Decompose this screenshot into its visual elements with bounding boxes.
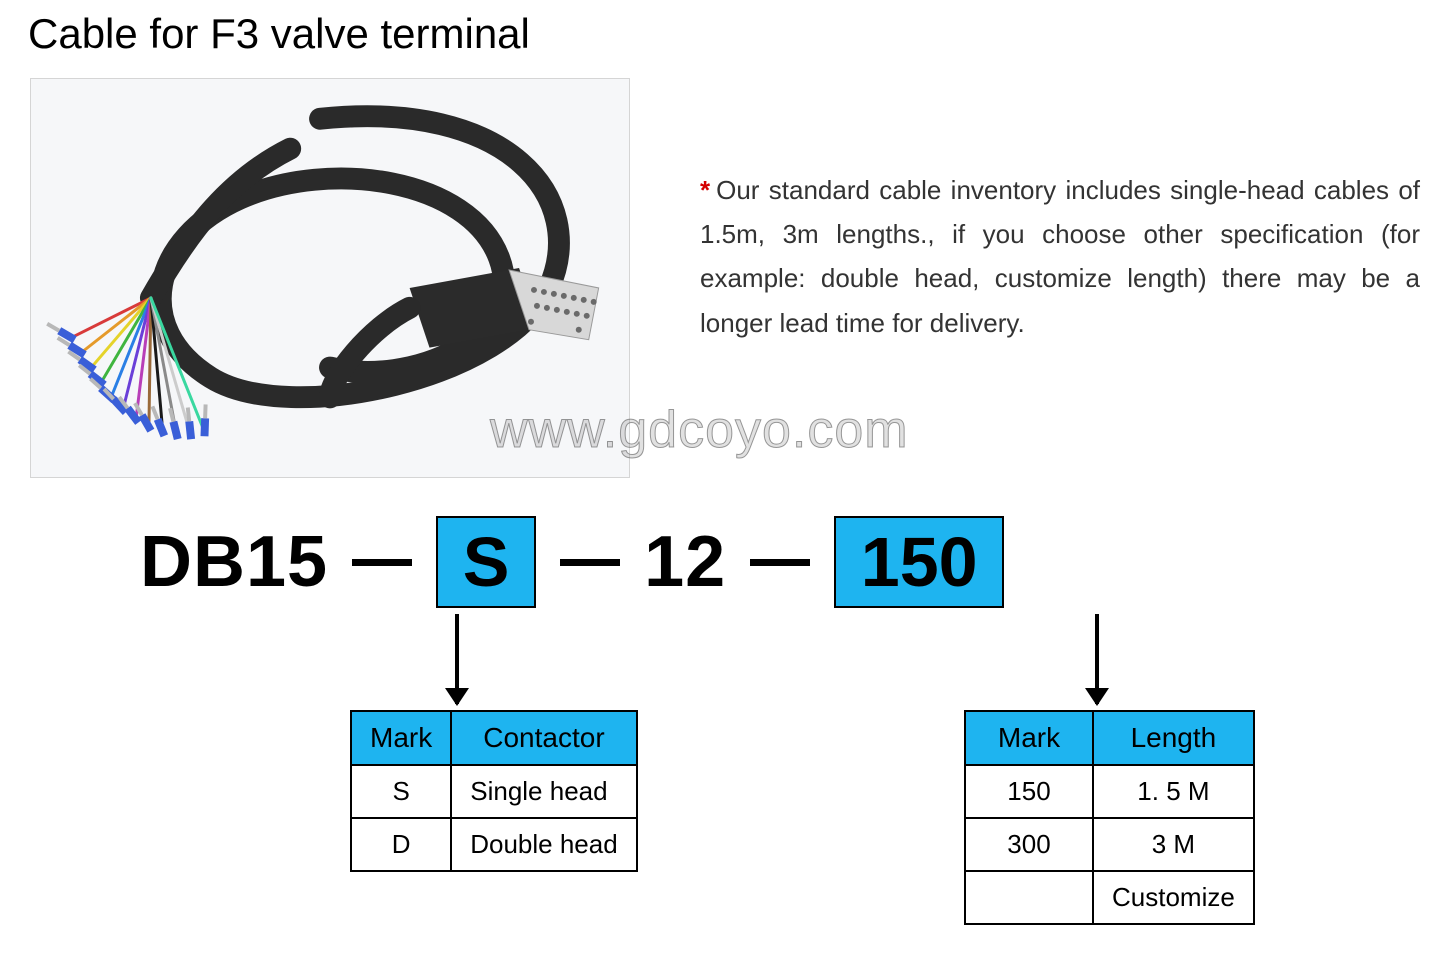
cell-length: 3 M	[1093, 818, 1254, 871]
cell-mark: 300	[965, 818, 1093, 871]
page-title: Cable for F3 valve terminal	[28, 10, 530, 58]
cell-length: 1. 5 M	[1093, 765, 1254, 818]
dash-icon	[750, 559, 810, 566]
th-length: Length	[1093, 711, 1254, 765]
table-row: S Single head	[351, 765, 637, 818]
contactor-table: Mark Contactor S Single head D Double he…	[350, 710, 638, 872]
code-seg-s: S	[436, 516, 536, 608]
table-header-row: Mark Contactor	[351, 711, 637, 765]
dash-icon	[352, 559, 412, 566]
cell-mark	[965, 871, 1093, 924]
cell-mark: 150	[965, 765, 1093, 818]
th-contactor: Contactor	[451, 711, 636, 765]
product-image	[30, 78, 630, 478]
table-row: D Double head	[351, 818, 637, 871]
th-mark: Mark	[965, 711, 1093, 765]
code-seg-db15: DB15	[140, 521, 328, 603]
length-table: Mark Length 150 1. 5 M 300 3 M Customize	[964, 710, 1255, 925]
cell-mark: S	[351, 765, 451, 818]
table-header-row: Mark Length	[965, 711, 1254, 765]
note-text: Our standard cable inventory includes si…	[700, 175, 1420, 338]
code-seg-12: 12	[644, 521, 726, 603]
inventory-note: *Our standard cable inventory includes s…	[700, 168, 1420, 345]
arrow-down-icon	[455, 614, 459, 704]
dash-icon	[560, 559, 620, 566]
code-seg-150: 150	[834, 516, 1004, 608]
cell-mark: D	[351, 818, 451, 871]
table-row: 150 1. 5 M	[965, 765, 1254, 818]
table-row: 300 3 M	[965, 818, 1254, 871]
table-row: Customize	[965, 871, 1254, 924]
th-mark: Mark	[351, 711, 451, 765]
cable-illustration	[31, 79, 629, 477]
part-code-row: DB15 S 12 150	[140, 516, 1004, 608]
cell-length: Customize	[1093, 871, 1254, 924]
arrow-down-icon	[1095, 614, 1099, 704]
cell-contactor: Double head	[451, 818, 636, 871]
cell-contactor: Single head	[451, 765, 636, 818]
note-asterisk: *	[700, 175, 710, 205]
